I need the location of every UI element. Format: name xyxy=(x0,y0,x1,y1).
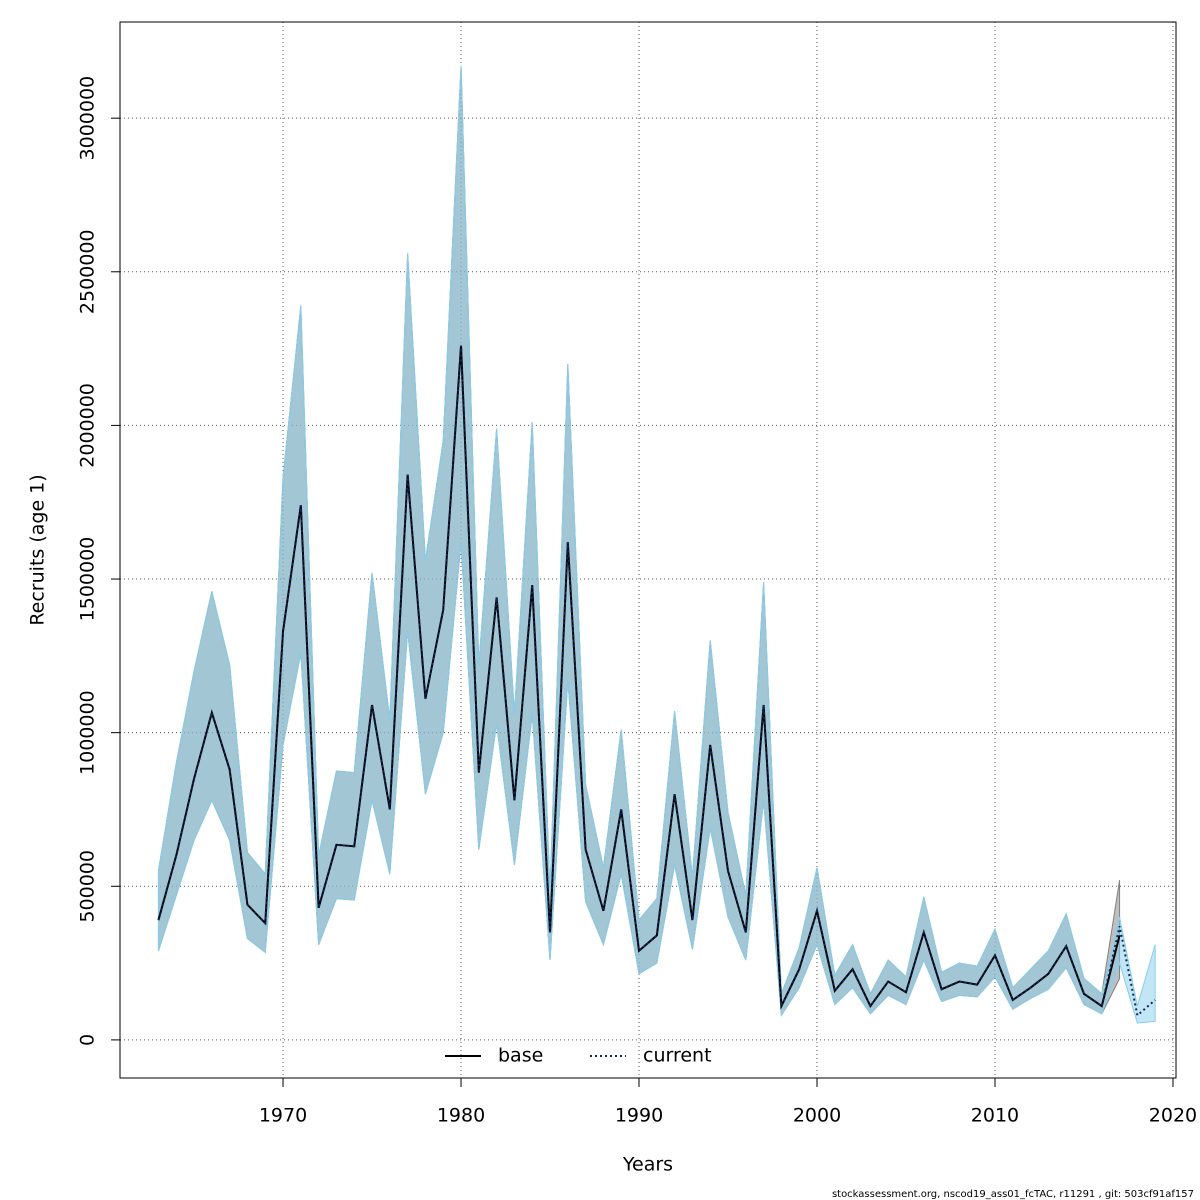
legend-label: current xyxy=(643,1045,712,1067)
y-tick-label: 0 xyxy=(77,1034,99,1046)
plot-frame xyxy=(119,21,1177,1079)
y-tick-label: 500000 xyxy=(77,850,99,923)
y-tick-label: 1500000 xyxy=(77,537,99,622)
series-line xyxy=(157,345,1156,1018)
x-axis-label: Years xyxy=(622,1154,673,1176)
legend-label: base xyxy=(498,1045,543,1067)
x-tick-label: 1970 xyxy=(259,1105,307,1127)
footnote: stockassessment.org, nscod19_ass01_fcTAC… xyxy=(832,1189,1194,1200)
series-line xyxy=(157,345,1121,1010)
x-tick-label: 2010 xyxy=(971,1105,1019,1127)
x-tick-label: 2020 xyxy=(1149,1105,1197,1127)
x-tick-label: 1990 xyxy=(615,1105,663,1127)
confidence-band xyxy=(157,65,1156,1024)
y-tick-label: 3000000 xyxy=(77,76,99,161)
y-tick-label: 2500000 xyxy=(77,229,99,314)
y-tick-label: 2000000 xyxy=(77,383,99,468)
y-axis-label: Recruits (age 1) xyxy=(27,474,49,625)
x-tick-label: 2000 xyxy=(793,1105,841,1127)
x-tick-label: 1980 xyxy=(437,1105,485,1127)
y-tick-label: 1000000 xyxy=(77,690,99,775)
